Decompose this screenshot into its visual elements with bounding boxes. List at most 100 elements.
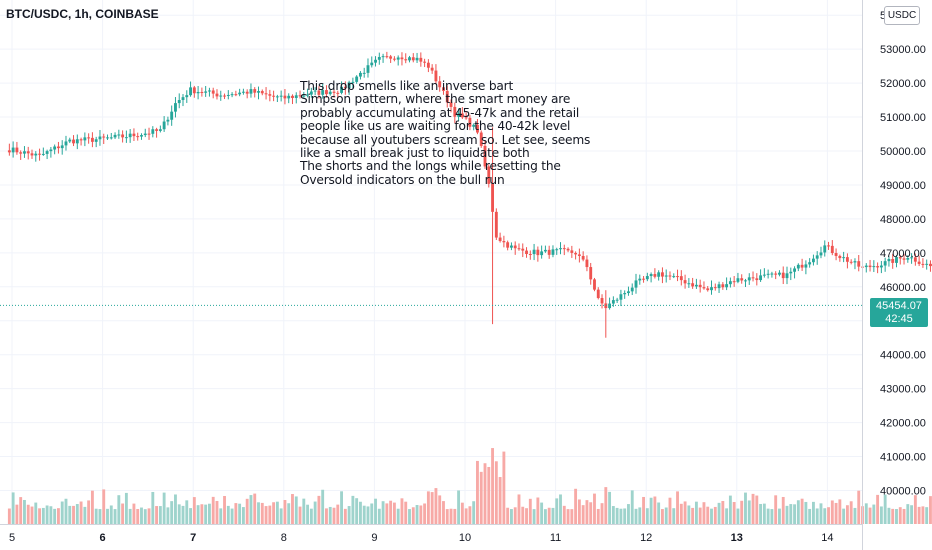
candle-body	[721, 284, 725, 288]
candle-body	[532, 249, 536, 255]
volume-bar	[664, 507, 668, 524]
volume-bar	[525, 508, 528, 524]
price-tick-label: 42000.00	[880, 418, 926, 430]
volume-bar	[472, 501, 476, 524]
candle-body	[785, 273, 789, 279]
volume-bar	[419, 505, 423, 524]
candle-body	[517, 248, 521, 250]
price-tick-label: 5	[880, 10, 886, 22]
volume-bar	[87, 500, 91, 524]
volume-bar	[823, 508, 827, 524]
volume-bar	[657, 502, 661, 524]
candle-body	[615, 299, 619, 301]
volume-bar	[913, 495, 917, 524]
volume-bar	[381, 501, 385, 524]
candle-body	[272, 95, 276, 97]
time-tick-label: 5	[9, 532, 15, 544]
volume-bar	[298, 506, 302, 524]
volume-bar	[891, 508, 895, 524]
price-candles[interactable]	[7, 51, 932, 338]
candle-body	[389, 56, 393, 59]
volume-bar	[736, 508, 740, 524]
volume-bar	[744, 492, 747, 524]
candle-body	[642, 278, 645, 280]
candle-body	[294, 95, 298, 98]
candle-body	[502, 241, 506, 243]
candle-body	[887, 259, 891, 262]
volume-bar	[487, 466, 491, 524]
volume-bar	[819, 503, 823, 524]
volume-bar	[60, 501, 64, 524]
price-tick-label: 40000.00	[880, 486, 926, 498]
candle-body	[913, 257, 917, 262]
candle-body	[430, 67, 434, 71]
volume-bar	[902, 508, 906, 524]
candle-body	[411, 57, 415, 61]
candle-body	[38, 153, 41, 155]
time-tick-label: 8	[281, 532, 287, 544]
volume-bar	[106, 508, 109, 524]
candle-body	[898, 257, 902, 259]
volume-bar	[562, 505, 566, 524]
candle-body	[7, 150, 11, 153]
chart-annotation-note[interactable]: This drop smells like an inverse bart Si…	[300, 79, 591, 187]
candle-body	[774, 273, 778, 275]
volume-bar	[532, 509, 536, 524]
candle-body	[200, 91, 204, 93]
volume-bar	[19, 497, 23, 524]
candle-body	[287, 95, 291, 99]
price-tick-label: 52000.00	[880, 78, 926, 90]
currency-badge[interactable]: USDC	[884, 6, 920, 25]
candle-body	[732, 281, 736, 283]
volume-bar	[181, 505, 185, 524]
volume-bar	[325, 508, 328, 524]
volume-bar	[306, 504, 310, 524]
volume-bar	[291, 494, 294, 524]
volume-bar	[781, 496, 785, 524]
volume-bar	[706, 506, 710, 524]
volume-bar	[377, 508, 381, 524]
volume-bar	[521, 506, 525, 524]
volume-bar	[668, 497, 672, 524]
symbol-title[interactable]: BTC/USDC, 1h, COINBASE	[6, 7, 159, 21]
candle-body	[426, 62, 430, 68]
candle-body	[608, 303, 612, 309]
price-tick-label: 48000.00	[880, 214, 926, 226]
volume-bar	[415, 504, 419, 524]
volume-bar	[370, 503, 374, 524]
candle-body	[147, 133, 151, 135]
volume-bar	[64, 498, 68, 524]
volume-bar	[672, 508, 676, 524]
candle-body	[906, 258, 910, 260]
candle-body	[555, 249, 559, 251]
candle-body	[781, 272, 785, 279]
volume-bar	[506, 507, 510, 524]
candle-body	[230, 94, 234, 96]
volume-bar	[211, 496, 215, 524]
candle-body	[770, 273, 774, 275]
candle-body	[513, 245, 517, 249]
volume-bar	[321, 489, 325, 524]
candle-body	[132, 133, 136, 137]
volume-bar	[536, 497, 540, 524]
volume-bar	[453, 508, 457, 524]
candle-body	[676, 276, 679, 278]
candle-body	[698, 284, 702, 288]
price-tick-label: 41000.00	[880, 452, 926, 464]
candle-body	[238, 92, 242, 95]
volume-bar	[925, 507, 929, 524]
volume-bar	[166, 507, 170, 524]
candle-body	[223, 95, 226, 97]
candle-body	[445, 90, 449, 103]
candle-body	[419, 57, 423, 62]
candle-body	[857, 261, 861, 267]
volume-bar	[313, 501, 317, 524]
candle-body	[600, 298, 604, 304]
candle-body	[204, 91, 208, 93]
candle-body	[619, 294, 623, 300]
volume-bar	[774, 495, 778, 524]
candle-body	[207, 90, 211, 92]
candle-body	[472, 124, 476, 127]
candle-body	[891, 259, 895, 263]
